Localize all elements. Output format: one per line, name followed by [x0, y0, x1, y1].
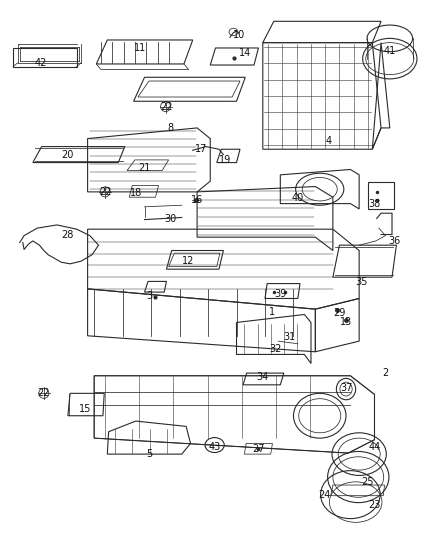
Text: 40: 40 [292, 193, 304, 203]
Text: 20: 20 [62, 150, 74, 159]
Text: 44: 44 [368, 442, 381, 451]
Text: 29: 29 [333, 309, 346, 318]
Text: 34: 34 [257, 373, 269, 382]
Text: 13: 13 [340, 318, 352, 327]
Text: 18: 18 [130, 188, 142, 198]
Text: 2: 2 [382, 368, 389, 378]
Text: 42: 42 [34, 58, 46, 68]
Text: 19: 19 [219, 155, 232, 165]
Text: 28: 28 [62, 230, 74, 239]
Text: 37: 37 [340, 383, 352, 393]
Text: 10: 10 [233, 30, 245, 39]
Text: 22: 22 [160, 102, 173, 111]
Text: 17: 17 [195, 144, 208, 154]
Text: 1: 1 [268, 307, 275, 317]
Text: 35: 35 [355, 278, 367, 287]
Text: 38: 38 [368, 199, 381, 208]
Text: 24: 24 [318, 490, 330, 499]
Text: 23: 23 [368, 500, 381, 510]
Text: 3: 3 [146, 291, 152, 301]
Text: 4: 4 [325, 136, 332, 146]
Text: 8: 8 [168, 123, 174, 133]
Text: 36: 36 [388, 236, 400, 246]
Text: 22: 22 [38, 389, 50, 398]
Text: 16: 16 [191, 195, 203, 205]
Text: 27: 27 [252, 444, 265, 454]
Text: 32: 32 [270, 344, 282, 354]
Text: 5: 5 [146, 449, 152, 459]
Text: 41: 41 [384, 46, 396, 55]
Text: 15: 15 [79, 405, 92, 414]
Text: 30: 30 [165, 214, 177, 223]
Text: 39: 39 [274, 289, 286, 299]
Text: 25: 25 [362, 477, 374, 487]
Text: 43: 43 [208, 442, 221, 451]
Text: 31: 31 [283, 332, 295, 342]
Text: 12: 12 [182, 256, 194, 266]
Text: 21: 21 [138, 163, 151, 173]
Text: 22: 22 [99, 187, 111, 197]
Text: 14: 14 [239, 49, 251, 58]
Text: 11: 11 [134, 43, 146, 53]
